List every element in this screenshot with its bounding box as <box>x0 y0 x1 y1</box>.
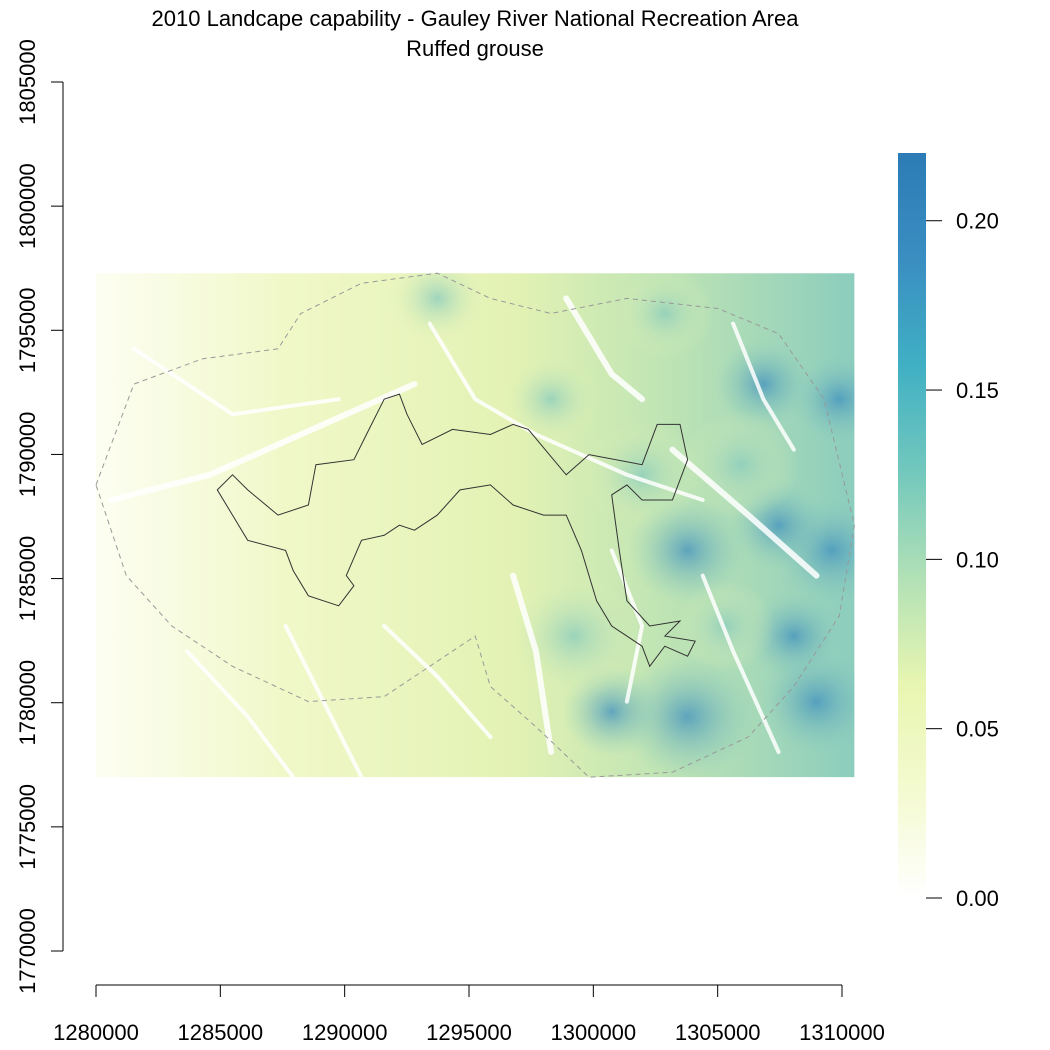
capability-hotspot <box>628 495 747 605</box>
park-boundary <box>216 393 696 668</box>
capability-hotspot <box>757 647 855 757</box>
buffer-boundary <box>95 272 855 778</box>
color-legend: 0.00 0.05 0.10 0.15 0.20 <box>898 153 999 911</box>
y-tick-label: 1795000 <box>15 287 40 373</box>
capability-hotspot <box>388 273 487 344</box>
stream-valley <box>382 624 493 739</box>
legend-color-bar <box>898 153 926 898</box>
stream-valley <box>131 346 341 417</box>
map-subtitle: Ruffed grouse <box>406 36 544 61</box>
x-tick-label: 1295000 <box>426 1020 512 1045</box>
capability-raster <box>96 273 855 778</box>
capability-hotspot <box>501 353 601 445</box>
stream-valley <box>609 548 645 704</box>
stream-valleys <box>108 295 820 778</box>
legend-tick-label: 0.10 <box>956 547 999 572</box>
stream-valley <box>700 573 781 754</box>
y-tick-label: 1805000 <box>15 39 40 125</box>
y-tick-label: 1780000 <box>15 660 40 746</box>
capability-hotspot <box>789 353 855 445</box>
x-tick-label: 1300000 <box>551 1020 637 1045</box>
y-axis: 1770000 1775000 1780000 1785000 1790000 17950… <box>15 39 64 994</box>
y-tick-label: 1790000 <box>15 412 40 498</box>
stream-valley <box>731 321 796 452</box>
x-tick-label: 1305000 <box>675 1020 761 1045</box>
y-tick-label: 1775000 <box>15 784 40 870</box>
capability-hotspot <box>615 273 715 359</box>
x-axis: 1280000 1285000 1290000 1295000 1300000 13050… <box>53 984 885 1045</box>
y-tick-label: 1800000 <box>15 163 40 249</box>
x-tick-label: 1290000 <box>302 1020 388 1045</box>
capability-hotspot <box>714 338 813 430</box>
stream-valley <box>108 381 418 503</box>
x-tick-label: 1280000 <box>53 1020 139 1045</box>
legend-tick-label: 0.05 <box>956 717 999 742</box>
stream-valley <box>283 624 364 778</box>
capability-hotspot <box>504 572 643 700</box>
capability-hotspot <box>681 410 800 520</box>
stream-valley <box>510 572 555 755</box>
x-tick-label: 1310000 <box>799 1020 885 1045</box>
legend-tick-label: 0.20 <box>956 209 999 234</box>
stream-valley <box>185 649 296 778</box>
capability-hotspot <box>618 653 757 778</box>
stream-valley <box>669 446 820 579</box>
y-tick-label: 1770000 <box>15 908 40 994</box>
y-tick-label: 1785000 <box>15 536 40 622</box>
stream-valley <box>427 321 705 502</box>
capability-hotspot <box>676 580 775 672</box>
x-tick-label: 1285000 <box>178 1020 264 1045</box>
map-title: 2010 Landcape capability - Gauley River … <box>151 6 799 31</box>
legend-tick-label: 0.15 <box>956 378 999 403</box>
stream-valley <box>563 295 646 403</box>
legend-tick-label: 0.00 <box>956 886 999 911</box>
